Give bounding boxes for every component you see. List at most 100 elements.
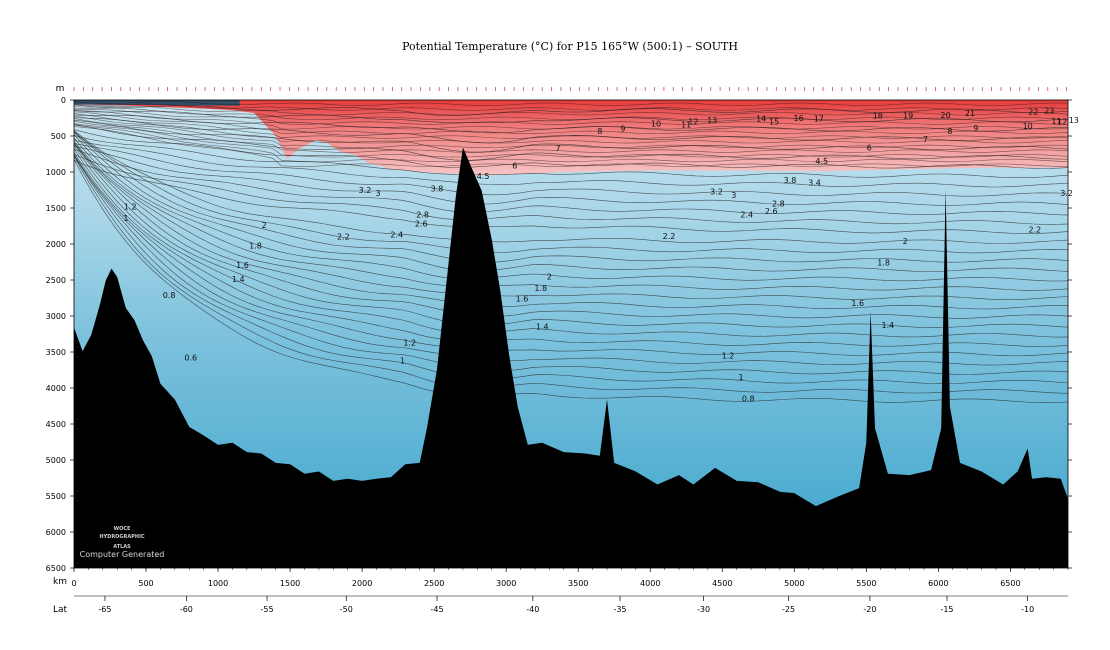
x-tick-label: 3000 bbox=[496, 579, 516, 588]
contour-label: 15 bbox=[769, 118, 779, 127]
distance-unit: km bbox=[53, 577, 67, 587]
y-tick-label: 6000 bbox=[46, 528, 66, 537]
contour-label: 2.2 bbox=[337, 233, 350, 242]
y-tick-label: 500 bbox=[51, 132, 66, 141]
contour-label: 8 bbox=[597, 127, 602, 136]
contour-label: 1.6 bbox=[851, 299, 864, 308]
lat-tick-label: -65 bbox=[98, 605, 111, 614]
x-tick-label: 5500 bbox=[856, 579, 876, 588]
contour-label: 1.8 bbox=[534, 284, 547, 293]
isotherm-line bbox=[73, 152, 1069, 357]
contour-label: 2.2 bbox=[1029, 226, 1042, 235]
contour-label: 13 bbox=[1069, 116, 1079, 125]
contour-label: 19 bbox=[903, 112, 913, 121]
isotherm-line bbox=[73, 140, 1069, 188]
contour-label: 10 bbox=[651, 120, 661, 129]
x-tick-label: 6000 bbox=[928, 579, 948, 588]
contour-label: 1.4 bbox=[536, 323, 549, 332]
contour-label: 3.4 bbox=[808, 179, 821, 188]
contour-label: 0.8 bbox=[742, 395, 755, 404]
depth-unit: m bbox=[56, 84, 65, 94]
contour-label: 2.8 bbox=[416, 210, 429, 219]
contour-label: 6 bbox=[867, 143, 872, 152]
contour-label: 21 bbox=[965, 109, 975, 118]
watermark-line1: WOCE bbox=[114, 526, 131, 532]
isotherm-line bbox=[73, 154, 1069, 366]
chart-title: Potential Temperature (°C) for P15 165°W… bbox=[402, 40, 738, 53]
contour-label: 1.2 bbox=[124, 202, 137, 211]
isotherm-line bbox=[73, 134, 1069, 282]
contour-label: 22 bbox=[1028, 107, 1038, 116]
isotherm-line bbox=[73, 103, 1069, 111]
isotherm-line bbox=[73, 118, 1069, 149]
contour-label: 14 bbox=[756, 115, 766, 124]
isotherm-line bbox=[73, 132, 1069, 272]
y-tick-label: 5000 bbox=[46, 456, 66, 465]
isotherm-line bbox=[73, 111, 1069, 135]
contour-label: 0.6 bbox=[184, 354, 197, 363]
contour-label: 3.8 bbox=[431, 184, 444, 193]
contour-label: 3.2 bbox=[359, 186, 372, 195]
contour-label: 1 bbox=[400, 357, 405, 366]
isotherm-line bbox=[73, 115, 1069, 144]
isotherm-line bbox=[73, 106, 1069, 116]
contour-label: 3 bbox=[731, 191, 736, 200]
isotherm-line bbox=[73, 143, 1069, 197]
contour-label: 7 bbox=[923, 135, 928, 144]
isotherm-line bbox=[73, 143, 1069, 328]
isotherm-line bbox=[73, 121, 1069, 153]
lat-tick-label: -60 bbox=[180, 605, 193, 614]
contour-label: 1.6 bbox=[516, 295, 529, 304]
surface-cold-strip bbox=[74, 100, 240, 106]
isotherm-line bbox=[73, 142, 1069, 310]
contour-label: 2.2 bbox=[663, 232, 676, 241]
isotherm-line bbox=[73, 156, 1069, 394]
lat-tick-label: -25 bbox=[782, 605, 795, 614]
contour-label: 7 bbox=[555, 144, 560, 153]
contour-labels: 0.6 0.8 1 1.2 1.4 1.6 1.8 2 2.2 2.4 2.62.8 3 3.2 3.8 4… bbox=[123, 107, 1079, 404]
lat-tick-label: -30 bbox=[697, 605, 710, 614]
isotherm-line bbox=[73, 135, 1069, 178]
isotherm-line bbox=[73, 148, 1069, 347]
contour-label: 1.2 bbox=[403, 339, 416, 348]
contour-label: 1.2 bbox=[722, 352, 735, 361]
contour-label: 1.4 bbox=[232, 275, 245, 284]
isotherm-line bbox=[73, 159, 1069, 403]
lat-tick-label: -15 bbox=[940, 605, 953, 614]
x-tick-label: 4000 bbox=[640, 579, 660, 588]
contour-label: 1.4 bbox=[882, 321, 895, 330]
y-tick-label: 4500 bbox=[46, 420, 66, 429]
x-tick-label: 1000 bbox=[208, 579, 228, 588]
contour-label: 4.5 bbox=[815, 157, 828, 166]
contour-label: 6 bbox=[512, 161, 517, 170]
isotherm-line bbox=[73, 154, 1069, 375]
isotherm-line bbox=[73, 109, 1068, 125]
isotherm-line bbox=[73, 125, 1069, 163]
contour-label: 13 bbox=[707, 116, 717, 125]
y-tick-label: 6500 bbox=[46, 564, 66, 573]
contour-label: 1 bbox=[738, 373, 743, 382]
contour-label: 2.6 bbox=[415, 220, 428, 229]
contour-label: 11 bbox=[681, 120, 691, 129]
x-tick-label: 6500 bbox=[1000, 579, 1020, 588]
x-tick-label: 4500 bbox=[712, 579, 732, 588]
contour-label: 12 bbox=[1057, 118, 1067, 127]
isotherm-line bbox=[73, 113, 1069, 139]
contour-label: 1.6 bbox=[236, 261, 249, 270]
y-tick-label: 5500 bbox=[46, 492, 66, 501]
contour-label: 1.8 bbox=[249, 241, 262, 250]
isotherm-line bbox=[73, 123, 1069, 158]
lat-tick-label: -45 bbox=[430, 605, 443, 614]
y-tick-label: 4000 bbox=[46, 384, 66, 393]
seafloor bbox=[74, 147, 1068, 568]
contour-label: 1 bbox=[123, 214, 128, 223]
watermark-line2: HYDROGRAPHIC bbox=[99, 534, 145, 540]
contour-label: 3.2 bbox=[710, 187, 723, 196]
bathymetry bbox=[74, 147, 1068, 568]
x-tick-label: 500 bbox=[138, 579, 153, 588]
contour-label: 2.4 bbox=[740, 210, 753, 219]
contour-label: 12 bbox=[688, 118, 698, 127]
contour-label: 2 bbox=[262, 221, 267, 230]
lat-tick-label: -35 bbox=[613, 605, 626, 614]
